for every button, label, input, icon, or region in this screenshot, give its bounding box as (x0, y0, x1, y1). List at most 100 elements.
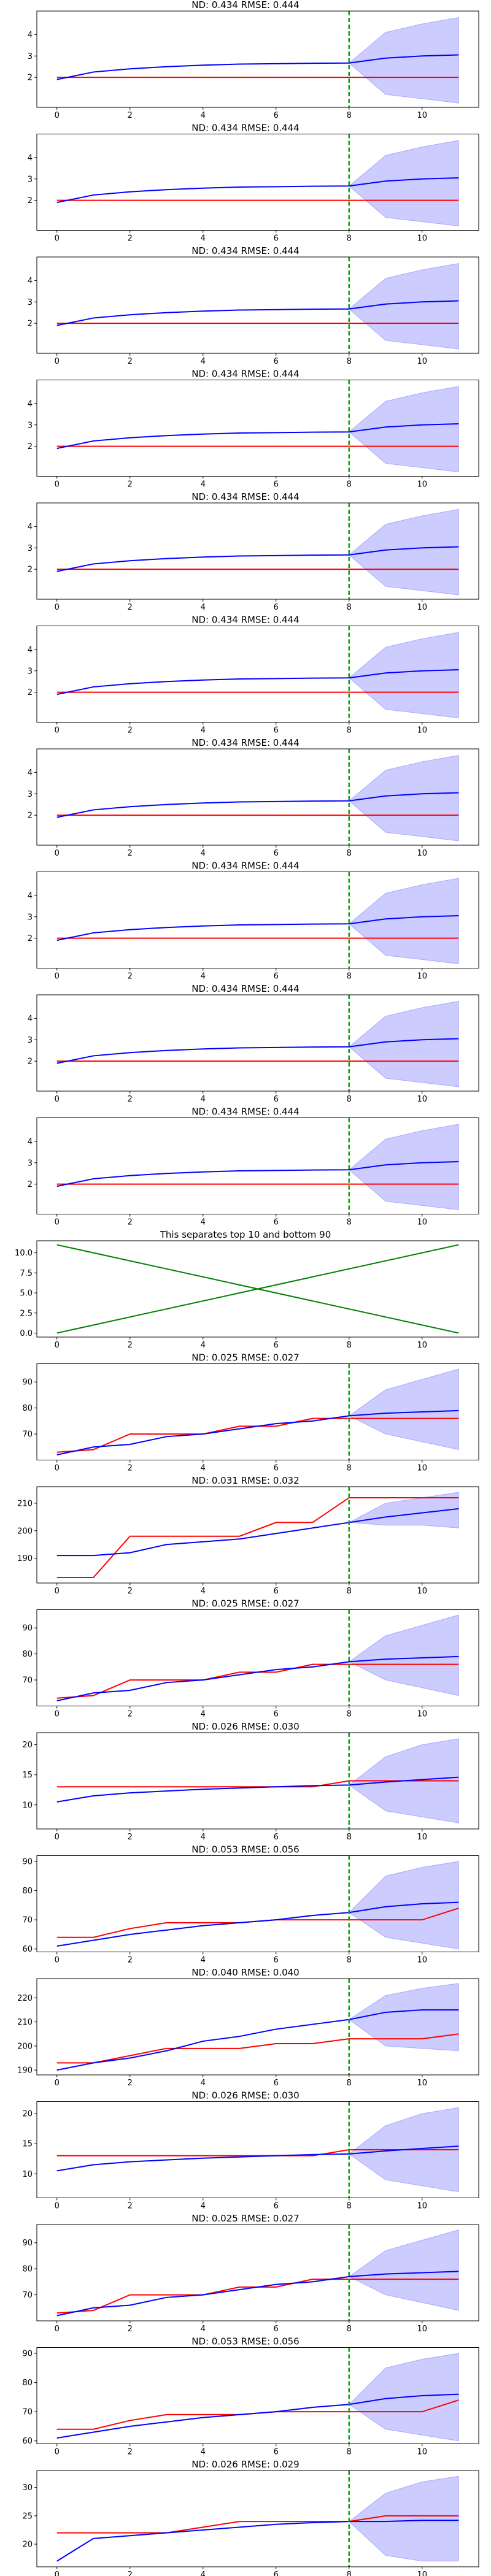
x-tick-label: 6 (274, 1956, 279, 1965)
x-tick-label: 4 (201, 1710, 206, 1719)
chart-panel-17: ND: 0.040 RMSE: 0.040 0 2 4 6 8 10 190 200 210 220 (17, 1967, 479, 2088)
prediction-interval (347, 1492, 459, 1528)
chart-title: ND: 0.434 RMSE: 0.444 (191, 491, 299, 502)
chart-title: ND: 0.040 RMSE: 0.040 (191, 1967, 299, 1978)
x-tick-label: 0 (55, 480, 60, 489)
y-tick-label: 200 (17, 1527, 33, 1536)
axes-frame (36, 10, 479, 108)
axes-frame (36, 1732, 479, 1830)
x-tick-label: 2 (128, 1833, 133, 1842)
chart-panel-8: ND: 0.434 RMSE: 0.444 0 2 4 6 8 10 2 3 4 (28, 861, 479, 981)
x-tick-label: 10 (417, 849, 427, 858)
forecast-line (56, 177, 459, 204)
prediction-interval (348, 1614, 459, 1696)
y-tick-label: 3 (28, 175, 33, 184)
chart-title: ND: 0.026 RMSE: 0.030 (191, 2090, 299, 2101)
x-tick-label: 8 (347, 849, 352, 858)
x-tick-label: 8 (347, 1833, 352, 1842)
forecast-line (56, 2009, 459, 2071)
chart-title: ND: 0.025 RMSE: 0.027 (191, 1598, 299, 1609)
x-tick-label: 8 (347, 726, 352, 735)
x-tick-label: 2 (128, 603, 133, 612)
x-tick-label: 8 (347, 1956, 352, 1965)
y-tick-label: 20 (22, 2110, 33, 2119)
y-tick-label: 15 (22, 1771, 33, 1780)
x-tick-label: 6 (274, 1710, 279, 1719)
x-tick-label: 4 (201, 357, 206, 366)
chart-panel-2: ND: 0.434 RMSE: 0.444 0 2 4 6 8 10 2 3 4 (28, 123, 479, 243)
y-tick-label: 210 (17, 2018, 33, 2027)
x-tick-label: 8 (347, 603, 352, 612)
x-tick-label: 8 (347, 1710, 352, 1719)
x-tick-label: 2 (128, 1710, 133, 1719)
axes-frame (36, 1363, 479, 1460)
prediction-interval (348, 878, 459, 965)
x-tick-label: 0 (55, 1095, 60, 1104)
x-tick-label: 0 (55, 1218, 60, 1227)
x-tick-label: 4 (201, 2570, 206, 2576)
x-tick-label: 2 (128, 726, 133, 735)
x-tick-label: 0 (55, 1587, 60, 1596)
x-tick-label: 6 (274, 1341, 279, 1350)
y-tick-label: 90 (22, 2239, 33, 2248)
chart-title: ND: 0.031 RMSE: 0.032 (191, 1475, 299, 1486)
axes-frame (36, 1609, 479, 1706)
x-tick-label: 2 (128, 2448, 133, 2457)
prediction-interval (348, 140, 459, 227)
chart-title: This separates top 10 and bottom 90 (160, 1229, 331, 1240)
y-tick-label: 20 (22, 1741, 33, 1750)
x-tick-label: 0 (55, 849, 60, 858)
actual-line (56, 1497, 459, 1579)
y-tick-label: 25 (22, 2512, 33, 2521)
x-tick-label: 4 (201, 2325, 206, 2334)
chart-panel-11: This separates top 10 and bottom 90 0 2 4 6 8… (15, 1229, 479, 1350)
x-tick-label: 2 (128, 1956, 133, 1965)
prediction-interval (348, 508, 459, 596)
y-tick-label: 80 (22, 1404, 33, 1413)
x-tick-label: 4 (201, 1464, 206, 1473)
x-tick-label: 10 (417, 1833, 427, 1842)
forecast-line (56, 669, 459, 696)
x-tick-label: 0 (55, 1341, 60, 1350)
forecast-line (56, 2145, 459, 2172)
actual-line (56, 2033, 459, 2064)
forecast-line (56, 2520, 459, 2562)
x-tick-label: 8 (347, 480, 352, 489)
x-tick-label: 0 (55, 2079, 60, 2088)
x-tick-label: 8 (347, 2325, 352, 2334)
x-tick-label: 4 (201, 2448, 206, 2457)
x-tick-label: 10 (417, 1956, 427, 1965)
chart-title: ND: 0.434 RMSE: 0.444 (191, 615, 299, 626)
chart-title: ND: 0.434 RMSE: 0.444 (191, 1106, 299, 1117)
chart-title: ND: 0.434 RMSE: 0.444 (191, 123, 299, 134)
prediction-interval (348, 1983, 459, 2052)
x-tick-label: 6 (274, 357, 279, 366)
x-tick-label: 0 (55, 1464, 60, 1473)
axes-frame (36, 1978, 479, 2076)
x-tick-label: 0 (55, 1833, 60, 1842)
x-tick-label: 8 (347, 2570, 352, 2576)
y-tick-label: 3 (28, 544, 33, 553)
chart-panel-1: ND: 0.434 RMSE: 0.444 0 2 4 6 8 10 2 3 4 (28, 0, 479, 120)
x-tick-label: 2 (128, 480, 133, 489)
x-tick-label: 4 (201, 480, 206, 489)
x-tick-label: 4 (201, 2202, 206, 2211)
prediction-interval (348, 1124, 459, 1211)
x-tick-label: 4 (201, 1956, 206, 1965)
x-tick-label: 0 (55, 111, 60, 120)
y-tick-label: 4 (28, 523, 33, 532)
y-tick-label: 2 (28, 1180, 33, 1189)
prediction-interval (348, 1368, 459, 1451)
chart-panel-4: ND: 0.434 RMSE: 0.444 0 2 4 6 8 10 2 3 4 (28, 369, 479, 489)
x-tick-label: 2 (128, 1218, 133, 1227)
y-tick-label: 2 (28, 442, 33, 451)
chart-title: ND: 0.025 RMSE: 0.027 (191, 2213, 299, 2224)
forecast-line (56, 1409, 459, 1455)
x-tick-label: 6 (274, 2448, 279, 2457)
x-tick-label: 0 (55, 234, 60, 243)
y-tick-label: 4 (28, 769, 33, 778)
x-tick-label: 8 (347, 1095, 352, 1104)
y-tick-label: 2 (28, 811, 33, 821)
prediction-interval (348, 754, 459, 841)
x-tick-label: 4 (201, 849, 206, 858)
